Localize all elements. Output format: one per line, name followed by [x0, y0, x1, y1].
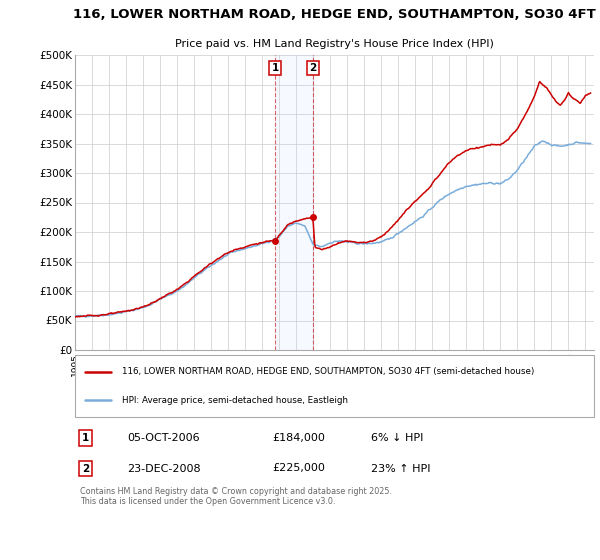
Text: 2: 2	[309, 63, 317, 73]
Text: 116, LOWER NORTHAM ROAD, HEDGE END, SOUTHAMPTON, SO30 4FT (semi-detached house): 116, LOWER NORTHAM ROAD, HEDGE END, SOUT…	[122, 367, 534, 376]
Text: Price paid vs. HM Land Registry's House Price Index (HPI): Price paid vs. HM Land Registry's House …	[175, 39, 494, 49]
Text: 2: 2	[82, 464, 89, 474]
Text: 23-DEC-2008: 23-DEC-2008	[127, 464, 200, 474]
Text: 1: 1	[271, 63, 279, 73]
Text: Contains HM Land Registry data © Crown copyright and database right 2025.
This d: Contains HM Land Registry data © Crown c…	[80, 487, 392, 506]
Text: 116, LOWER NORTHAM ROAD, HEDGE END, SOUTHAMPTON, SO30 4FT: 116, LOWER NORTHAM ROAD, HEDGE END, SOUT…	[73, 7, 596, 21]
Text: HPI: Average price, semi-detached house, Eastleigh: HPI: Average price, semi-detached house,…	[122, 396, 348, 405]
Bar	[275, 55, 313, 350]
Text: £225,000: £225,000	[272, 464, 325, 474]
Text: 6% ↓ HPI: 6% ↓ HPI	[371, 433, 423, 443]
Text: 05-OCT-2006: 05-OCT-2006	[127, 433, 200, 443]
Text: 1: 1	[82, 433, 89, 443]
Text: £184,000: £184,000	[272, 433, 325, 443]
FancyBboxPatch shape	[75, 355, 594, 417]
Text: 23% ↑ HPI: 23% ↑ HPI	[371, 464, 430, 474]
